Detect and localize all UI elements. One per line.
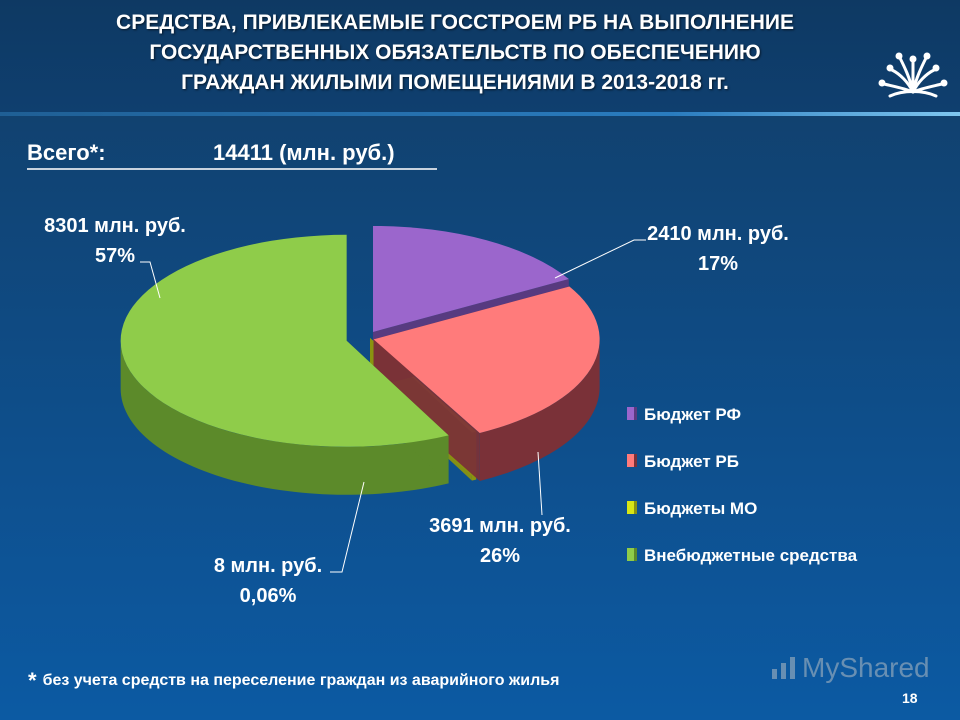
slice-внебюджетные-средства xyxy=(120,234,449,495)
header-divider xyxy=(0,112,960,116)
legend-item-бюджеты-мо-label: Бюджеты МО xyxy=(644,499,757,518)
footnote-text: без учета средств на переселение граждан… xyxy=(42,672,560,689)
legend-item-бюджет-рб-swatch-side xyxy=(634,454,637,467)
data-label-внебюджетные-средства-percent: 57% xyxy=(95,245,135,267)
data-label-бюджет-рф-percent: 17% xyxy=(698,253,738,275)
slice-бюджет-рб-side xyxy=(479,339,600,481)
footnote-asterisk: * xyxy=(28,668,37,693)
pie-slices xyxy=(120,225,600,495)
title-line-1: СРЕДСТВА, ПРИВЛЕКАЕМЫЕ ГОССТРОЕМ РБ НА В… xyxy=(116,11,794,34)
watermark: MyShared xyxy=(770,652,930,684)
footnote: * без учета средств на переселение гражда… xyxy=(28,668,559,694)
data-label-бюджет-рф-value: 2410 млн. руб. xyxy=(647,223,789,245)
bashkortostan-flower-logo-icon xyxy=(878,52,948,98)
legend-item-бюджет-рб-swatch xyxy=(627,454,634,467)
slice-бюджет-рф-top xyxy=(373,225,569,332)
slide-title: СРЕДСТВА, ПРИВЛЕКАЕМЫЕ ГОССТРОЕМ РБ НА В… xyxy=(40,8,870,98)
legend-item-бюджет-рф-label: Бюджет РФ xyxy=(644,405,741,424)
data-label-бюджет-рф-leader xyxy=(554,239,646,279)
legend-item-бюджеты-мо-swatch-side xyxy=(634,501,637,514)
data-label-бюджеты-мо-percent: 0,06% xyxy=(240,585,297,607)
data-label-бюджет-рб-percent: 26% xyxy=(480,545,520,567)
watermark-text: MyShared xyxy=(802,652,930,683)
total-label: Всего*: xyxy=(27,140,106,165)
legend-item-бюджет-рф-swatch xyxy=(627,407,634,420)
title-line-3: ГРАЖДАН ЖИЛЫМИ ПОМЕЩЕНИЯМИ В 2013-2018 г… xyxy=(181,71,729,94)
total-value: 14411 (млн. руб.) xyxy=(213,140,395,165)
total-summary: Всего*: 14411 (млн. руб.) xyxy=(27,138,437,170)
data-label-бюджеты-мо-leader xyxy=(330,481,365,573)
data-label-бюджет-рб-leader xyxy=(537,451,543,516)
data-label-бюджеты-мо-value: 8 млн. руб. xyxy=(214,555,322,577)
data-labels: 2410 млн. руб. 17% 3691 млн. руб. 26% 8 млн.… xyxy=(44,215,789,607)
data-label-внебюджетные-средства-value: 8301 млн. руб. xyxy=(44,215,186,237)
slice-внебюджетные-средства-top xyxy=(120,234,449,447)
data-label-бюджет-рб-value: 3691 млн. руб. xyxy=(429,515,571,537)
legend-item-бюджет-рф-swatch-side xyxy=(634,407,637,420)
legend-item-бюджеты-мо-swatch xyxy=(627,501,634,514)
legend-item-внебюджетные-средства-label: Внебюджетные средства xyxy=(644,546,858,565)
page-number: 18 xyxy=(902,690,918,706)
header-bar xyxy=(0,0,960,112)
legend-item-бюджет-рб-label: Бюджет РБ xyxy=(644,452,739,471)
bar-chart-icon xyxy=(772,657,795,679)
slice-внебюджетные-средства-side xyxy=(120,340,449,495)
legend: Бюджет РФ Бюджет РБ Бюджеты МО Внебюджетные… xyxy=(627,405,858,565)
data-label-внебюджетные-средства-leader xyxy=(140,261,161,299)
title-line-2: ГОСУДАРСТВЕННЫХ ОБЯЗАТЕЛЬСТВ ПО ОБЕСПЕЧЕ… xyxy=(149,41,761,64)
slice-бюджет-рб xyxy=(373,286,600,481)
slice-бюджет-рб-cut-1 xyxy=(373,339,480,481)
legend-item-внебюджетные-средства-swatch-side xyxy=(634,548,637,561)
legend-item-внебюджетные-средства-swatch xyxy=(627,548,634,561)
slice-бюджет-рб-top xyxy=(373,286,600,433)
